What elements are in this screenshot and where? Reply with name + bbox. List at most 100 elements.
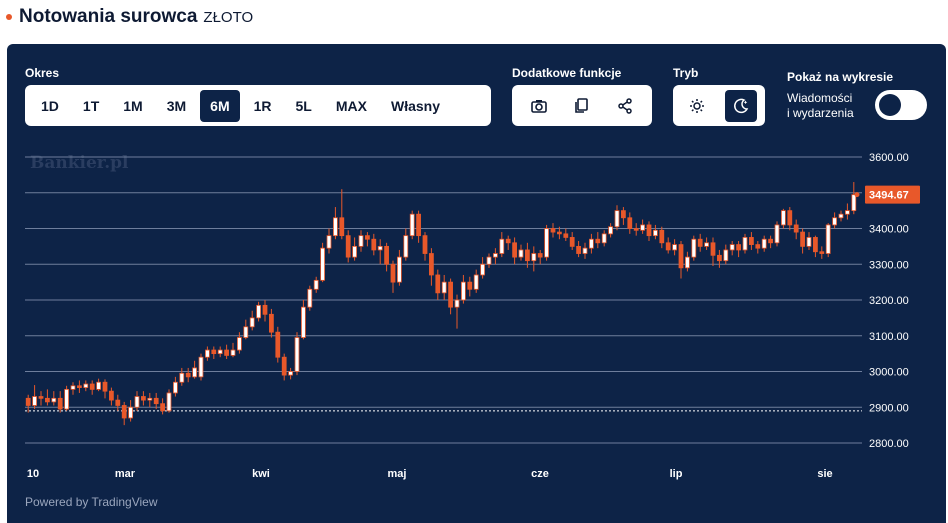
candle-body <box>256 304 261 319</box>
candle-body <box>557 231 562 235</box>
candle-body <box>832 217 837 226</box>
candle-body <box>448 281 453 308</box>
candle-body <box>569 237 575 247</box>
news-label-line1: Wiadomości <box>787 91 853 105</box>
candle-body <box>793 224 799 233</box>
candle-body <box>742 237 748 251</box>
period-button-5l[interactable]: 5L <box>295 97 312 114</box>
candle-body <box>307 288 313 308</box>
candle-body <box>320 247 325 281</box>
candle-body <box>141 396 146 401</box>
period-button-1m[interactable]: 1M <box>123 97 143 114</box>
share-icon <box>618 97 633 114</box>
copy-button[interactable] <box>566 90 597 122</box>
candle-body <box>249 317 255 328</box>
candle-body <box>518 249 524 258</box>
candle-body <box>25 397 31 406</box>
period-button-max[interactable]: MAX <box>335 97 367 114</box>
show-on-chart-label: Pokaż na wykresie <box>787 70 894 84</box>
extra-functions-toolbar <box>512 85 652 126</box>
candle-body <box>627 217 633 229</box>
candle-body <box>185 372 191 378</box>
y-tick-label: 2800.00 <box>869 438 909 450</box>
copy-icon <box>575 97 588 113</box>
powered-by-tradingview[interactable]: Powered by TradingView <box>25 495 158 509</box>
period-button-6m[interactable]: 6M <box>200 89 240 122</box>
candle-body <box>121 405 127 419</box>
candle-body <box>845 210 850 215</box>
price-chart[interactable]: 3600.003500.003400.003300.003200.003100.… <box>7 44 946 523</box>
candle-body <box>416 213 421 237</box>
candle-body <box>550 228 556 233</box>
page-header: Notowania surowca ZŁOTO <box>6 6 253 30</box>
candle-body <box>544 228 549 258</box>
candle-body <box>633 228 639 231</box>
candle-body <box>384 245 389 265</box>
candle-body <box>160 403 165 412</box>
candle-body <box>294 337 300 372</box>
extra-functions-label: Dodatkowe funkcje <box>512 66 622 80</box>
period-selector: 1D 1T 1M 3M 6M 1R 5L MAX Własny <box>25 85 491 126</box>
candle-body <box>467 281 473 290</box>
news-events-label: Wiadomości i wydarzenia <box>787 91 854 121</box>
candle-body <box>377 245 383 251</box>
candle-body <box>51 397 57 403</box>
last-price-label: 3494.67 <box>869 190 909 202</box>
candle-body <box>390 263 396 283</box>
candle-body <box>45 397 50 403</box>
candle-body <box>531 253 537 262</box>
candle-body <box>83 383 89 388</box>
candle-body <box>819 251 825 254</box>
news-events-toggle[interactable] <box>875 90 927 120</box>
candle-body <box>461 281 466 301</box>
candle-body <box>813 237 818 253</box>
candle-body <box>371 238 377 251</box>
moon-button[interactable] <box>725 89 757 122</box>
candle-body <box>102 381 108 392</box>
candle-body <box>429 253 434 276</box>
candle-body <box>761 238 767 249</box>
candle-body <box>326 235 332 249</box>
candle-body <box>262 304 268 315</box>
candle-body <box>301 306 306 338</box>
period-button-własny[interactable]: Własny <box>390 97 440 114</box>
candle-body <box>563 233 569 238</box>
candle-body <box>89 383 95 390</box>
candle-body <box>499 238 505 254</box>
sun-button[interactable] <box>681 90 713 122</box>
candle-body <box>205 349 210 358</box>
candle-body <box>333 217 338 237</box>
share-button[interactable] <box>610 90 641 122</box>
sun-icon <box>690 98 704 113</box>
period-button-1t[interactable]: 1T <box>82 97 100 114</box>
period-button-1r[interactable]: 1R <box>253 97 272 114</box>
candle-body <box>339 217 345 237</box>
title-bullet <box>6 14 12 20</box>
x-tick-label: mar <box>115 468 136 480</box>
candle-body <box>96 381 101 390</box>
candle-body <box>352 245 357 258</box>
moon-icon <box>734 98 749 113</box>
candle-body <box>736 244 741 251</box>
period-button-1d[interactable]: 1D <box>41 97 59 114</box>
period-label: Okres <box>25 66 60 80</box>
candle-body <box>409 213 415 237</box>
candle-body <box>486 256 492 265</box>
x-tick-label: cze <box>531 468 549 480</box>
candle-body <box>173 381 178 394</box>
candle-body <box>787 210 793 226</box>
candle-body <box>537 253 543 258</box>
period-button-3m[interactable]: 3M <box>166 97 187 114</box>
candle-body <box>281 356 287 376</box>
candle-body <box>729 244 735 251</box>
candle-body <box>345 235 351 258</box>
candle-body <box>109 390 114 401</box>
camera-button[interactable] <box>523 90 554 122</box>
candle-body <box>665 242 671 251</box>
candle-body <box>595 238 601 244</box>
candle-body <box>70 385 76 390</box>
candle-body <box>441 281 447 294</box>
candle-body <box>672 244 677 251</box>
candle-body <box>825 224 831 254</box>
candle-body <box>365 235 370 240</box>
